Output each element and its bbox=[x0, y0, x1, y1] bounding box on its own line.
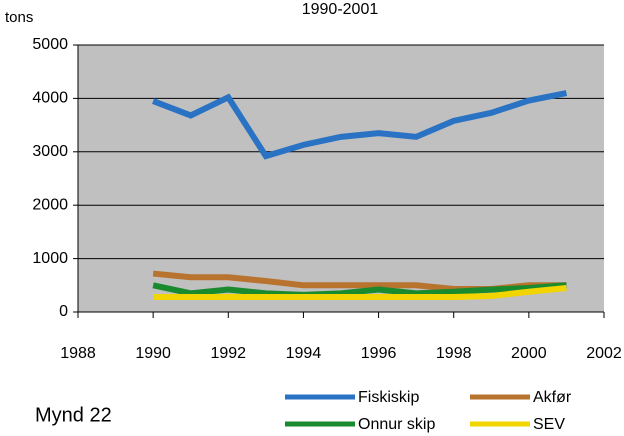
y-tick-label: 4000 bbox=[32, 90, 68, 107]
legend-label: Onnur skip bbox=[358, 416, 435, 433]
y-tick-label: 5000 bbox=[32, 36, 68, 53]
caption: Mynd 22 bbox=[35, 404, 112, 426]
legend-label: SEV bbox=[533, 416, 565, 433]
series-line bbox=[152, 90, 568, 160]
series-line bbox=[152, 282, 567, 298]
series-line bbox=[153, 284, 567, 301]
x-tick-label: 1996 bbox=[361, 345, 397, 362]
y-tick-label: 2000 bbox=[32, 196, 68, 213]
legend-label: Fiskiskip bbox=[358, 389, 419, 406]
x-tick-label: 1994 bbox=[286, 345, 322, 362]
y-tick-label: 0 bbox=[59, 303, 68, 320]
x-tick-label: 1990 bbox=[135, 345, 171, 362]
x-tick-label: 2002 bbox=[586, 345, 622, 362]
plot-area bbox=[78, 45, 604, 312]
x-tick-label: 2000 bbox=[511, 345, 547, 362]
chart-title: 1990-2001 bbox=[302, 1, 379, 18]
legend-label: Akfør bbox=[533, 389, 572, 406]
y-tick-label: 1000 bbox=[32, 250, 68, 267]
y-axis-label: tons bbox=[5, 9, 33, 26]
y-tick-label: 3000 bbox=[32, 143, 68, 160]
x-tick-label: 1992 bbox=[210, 345, 246, 362]
x-tick-label: 1988 bbox=[60, 345, 96, 362]
x-tick-label: 1998 bbox=[436, 345, 472, 362]
